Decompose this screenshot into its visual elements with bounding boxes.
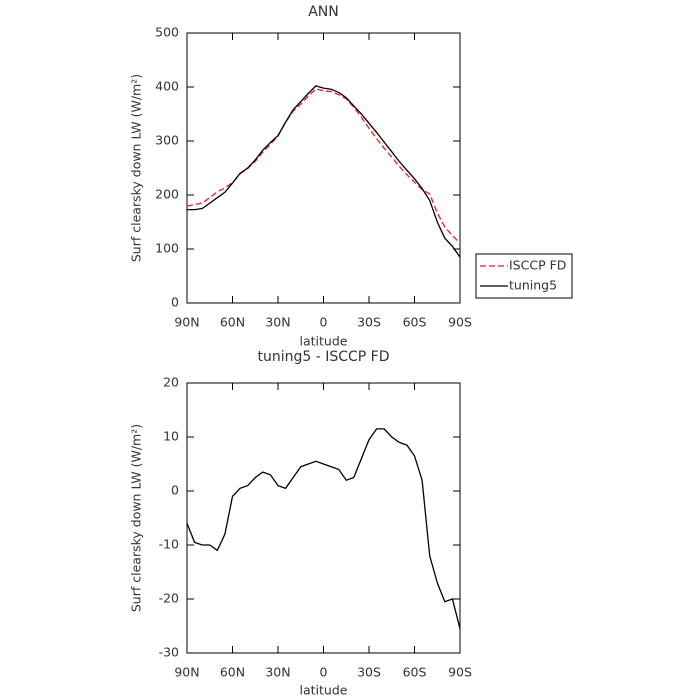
x-tick-label: 60S (403, 665, 427, 680)
y-tick-label: 20 (163, 375, 179, 390)
y-tick-label: 10 (163, 429, 179, 444)
legend-label: tuning5 (509, 278, 557, 293)
legend-box (475, 253, 573, 299)
x-tick-label: 30N (265, 665, 290, 680)
y-tick-label: 0 (171, 483, 179, 498)
y-tick-label: 400 (155, 79, 179, 94)
y-tick-label: -10 (159, 537, 179, 552)
series-line (186, 88, 461, 244)
x-tick-label: 90S (448, 315, 472, 330)
x-tick-label: 30N (265, 315, 290, 330)
x-tick-label: 60S (403, 315, 427, 330)
x-tick-label: 90N (174, 665, 199, 680)
chart-title: tuning5 - ISCCP FD (257, 349, 389, 365)
y-tick-label: 500 (155, 25, 179, 40)
x-axis-label: latitude (300, 683, 348, 698)
y-tick-label: 100 (155, 241, 179, 256)
y-tick-label: 300 (155, 133, 179, 148)
y-axis-label: Surf clearsky down LW (W/m²) (129, 74, 144, 262)
y-axis-label: Surf clearsky down LW (W/m²) (129, 424, 144, 612)
x-tick-label: 90N (174, 315, 199, 330)
y-tick-label: 200 (155, 187, 179, 202)
x-axis-label: latitude (300, 334, 348, 349)
x-tick-label: 30S (357, 315, 381, 330)
x-tick-label: 30S (357, 665, 381, 680)
series-line (187, 85, 461, 258)
x-tick-label: 90S (448, 665, 472, 680)
y-tick-label: 0 (171, 295, 179, 310)
y-tick-label: -30 (159, 645, 179, 660)
series-line (186, 428, 461, 629)
y-tick-label: -20 (159, 591, 179, 606)
legend-label: ISCCP FD (509, 258, 566, 273)
chart-title: ANN (308, 4, 339, 20)
x-tick-label: 60N (220, 315, 245, 330)
x-tick-label: 0 (320, 665, 328, 680)
plot-frame (186, 32, 461, 304)
x-tick-label: 60N (220, 665, 245, 680)
x-tick-label: 0 (320, 315, 328, 330)
